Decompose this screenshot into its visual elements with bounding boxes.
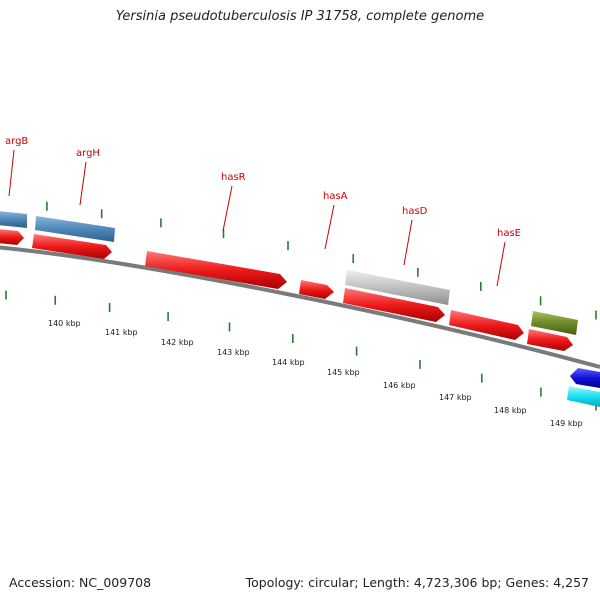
feature-track-inner <box>567 368 600 407</box>
gene-arrow-navy[interactable] <box>570 368 600 388</box>
cds-track <box>0 229 573 351</box>
gene-feature-olive[interactable] <box>531 311 578 335</box>
ruler-ticks <box>5 290 597 411</box>
gene-label-hasA[interactable]: hasA <box>323 191 348 202</box>
gene-arrow-hasR[interactable] <box>145 251 287 289</box>
ruler-label-149: 149 kbp <box>550 419 583 428</box>
gene-feature-blue-1[interactable] <box>0 211 27 228</box>
gene-label-hasE[interactable]: hasE <box>497 228 521 239</box>
gene-labels: argB argH hasR hasA hasD hasE <box>5 136 521 239</box>
gene-arrow-cyan[interactable] <box>567 386 600 407</box>
ruler-label-144: 144 kbp <box>272 358 305 367</box>
gene-arrow-red-7[interactable] <box>527 329 573 351</box>
ruler-label-142: 142 kbp <box>161 338 194 347</box>
gene-arrow-argB[interactable] <box>0 229 24 245</box>
ruler-label-141: 141 kbp <box>105 328 138 337</box>
feature-ticks-upper <box>46 201 597 320</box>
ruler-label-148: 148 kbp <box>494 406 527 415</box>
genome-backbone <box>0 245 600 369</box>
leader-hasR <box>222 185 233 232</box>
page-title: Yersinia pseudotuberculosis IP 31758, co… <box>115 9 485 24</box>
ruler-label-140: 140 kbp <box>48 319 81 328</box>
gene-label-argH[interactable]: argH <box>76 148 100 159</box>
gene-label-argB[interactable]: argB <box>5 136 28 147</box>
ruler-label-147: 147 kbp <box>439 393 472 402</box>
leader-hasD <box>403 219 413 266</box>
gene-label-leaders <box>8 149 506 287</box>
leader-hasA <box>324 204 335 250</box>
gene-arrow-argH[interactable] <box>32 234 112 259</box>
ruler-labels: 140 kbp 141 kbp 142 kbp 143 kbp 144 kbp … <box>48 319 583 428</box>
ruler-label-143: 143 kbp <box>217 348 250 357</box>
gene-feature-gray[interactable] <box>345 270 450 305</box>
genome-summary: Topology: circular; Length: 4,723,306 bp… <box>245 575 589 590</box>
gene-arrow-hasA[interactable] <box>299 280 334 299</box>
leader-argH <box>79 161 87 206</box>
gene-arrow-hasE[interactable] <box>449 310 524 340</box>
leader-argB <box>8 149 15 197</box>
gene-label-hasR[interactable]: hasR <box>221 172 246 183</box>
accession-label: Accession: NC_009708 <box>9 575 152 590</box>
ruler-label-146: 146 kbp <box>383 381 416 390</box>
gene-label-hasD[interactable]: hasD <box>402 206 428 217</box>
feature-track-outer <box>0 211 578 335</box>
gene-arrow-hasD[interactable] <box>343 288 445 322</box>
gene-feature-blue-2[interactable] <box>35 216 115 242</box>
ruler-label-145: 145 kbp <box>327 368 360 377</box>
leader-hasE <box>496 241 506 287</box>
